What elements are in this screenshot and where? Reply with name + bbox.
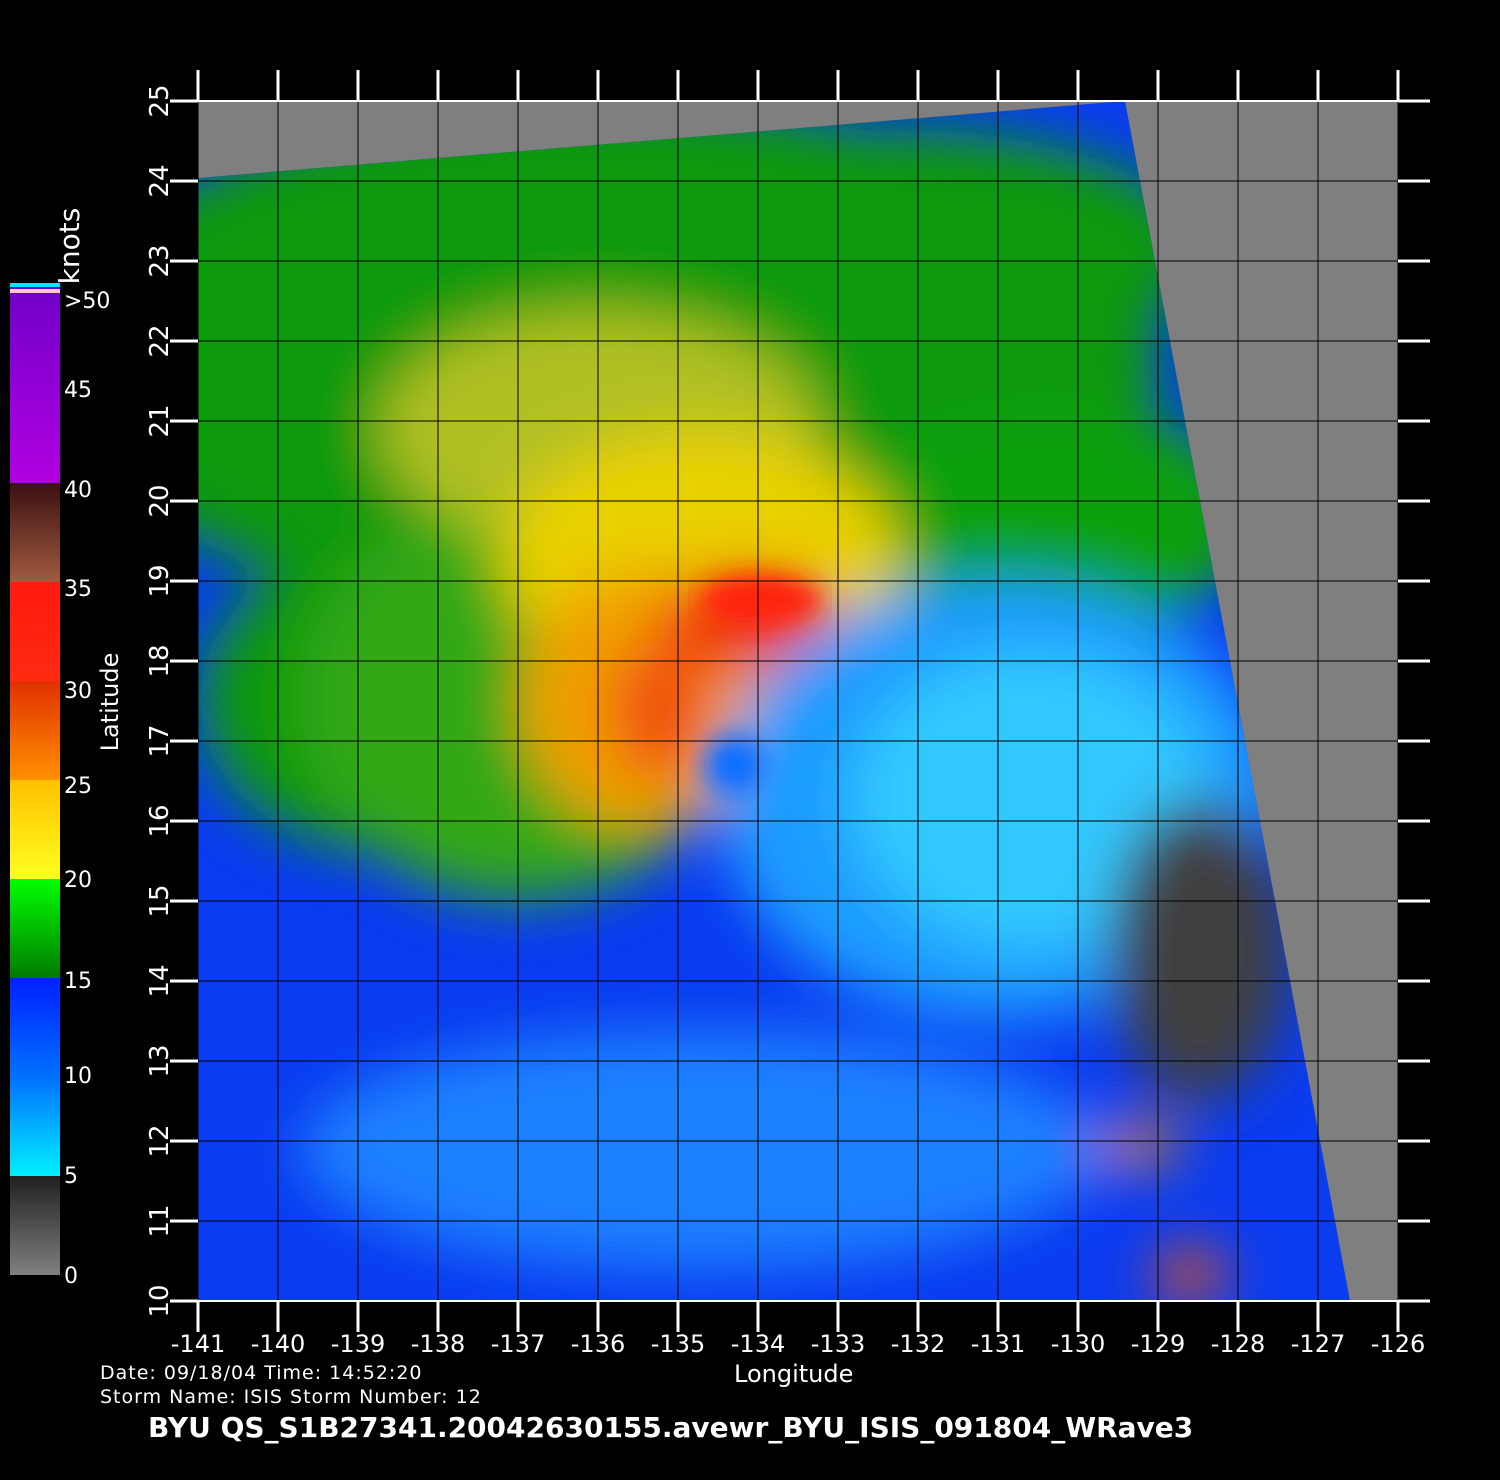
x-axis-label: Longitude [734,1360,854,1388]
colorbar [10,285,60,1275]
x-tick-label: -141 [170,1330,226,1358]
colorbar-label: 10 [64,1064,92,1089]
colorbar-label: 15 [64,969,92,994]
y-tick-label: 12 [145,1124,175,1158]
colorbar-label: 40 [64,478,92,503]
colorbar-label: 20 [64,868,92,893]
y-tick-label: 22 [145,324,175,358]
colorbar-label: 0 [64,1264,78,1289]
storm-line: Storm Name: ISIS Storm Number: 12 [100,1386,482,1408]
colorbar-top-stripe [10,289,60,293]
file-title: BYU QS_S1B27341.20042630155.avewr_BYU_IS… [148,1411,1194,1444]
graticule [197,100,1399,1302]
x-tick-label: -136 [570,1330,626,1358]
y-tick-label: 13 [145,1044,175,1078]
x-tick-label: -126 [1370,1330,1426,1358]
x-tick-label: -139 [330,1330,386,1358]
colorbar-label: 35 [64,577,92,602]
y-tick-label: 17 [145,724,175,758]
x-tick-label: -127 [1290,1330,1346,1358]
x-tick-label: -134 [730,1330,786,1358]
x-tick-label: -132 [890,1330,946,1358]
colorbar-units: knots [53,207,86,285]
colorbar-label: >50 [64,289,111,314]
date-time-line: Date: 09/18/04 Time: 14:52:20 [100,1362,423,1384]
colorbar-label: 25 [64,774,92,799]
x-tick-label: -131 [970,1330,1026,1358]
y-tick-label: 18 [145,644,175,678]
y-tick-label: 15 [145,884,175,918]
y-tick-label: 11 [145,1204,175,1238]
y-tick-label: 10 [145,1284,175,1318]
y-tick-label: 21 [145,404,175,438]
x-tick-label: -140 [250,1330,306,1358]
x-tick-label: -130 [1050,1330,1106,1358]
colorbar-top-stripe [10,283,60,287]
x-tick-label: -138 [410,1330,466,1358]
x-tick-label: -137 [490,1330,546,1358]
y-tick-label: 16 [145,804,175,838]
axis-ticks [170,70,1430,1332]
y-tick-label: 14 [145,964,175,998]
y-tick-label: 19 [145,564,175,598]
y-tick-label: 24 [145,164,175,198]
colorbar-label: 45 [64,378,92,403]
x-tick-label: -128 [1210,1330,1266,1358]
colorbar-label: 5 [64,1164,78,1189]
colorbar-label: 30 [64,679,92,704]
x-tick-label: -133 [810,1330,866,1358]
x-tick-label: -129 [1130,1330,1186,1358]
y-tick-label: 20 [145,484,175,518]
y-tick-label: 25 [145,84,175,118]
x-tick-label: -135 [650,1330,706,1358]
y-axis-label: Latitude [96,652,124,752]
y-tick-label: 23 [145,244,175,278]
